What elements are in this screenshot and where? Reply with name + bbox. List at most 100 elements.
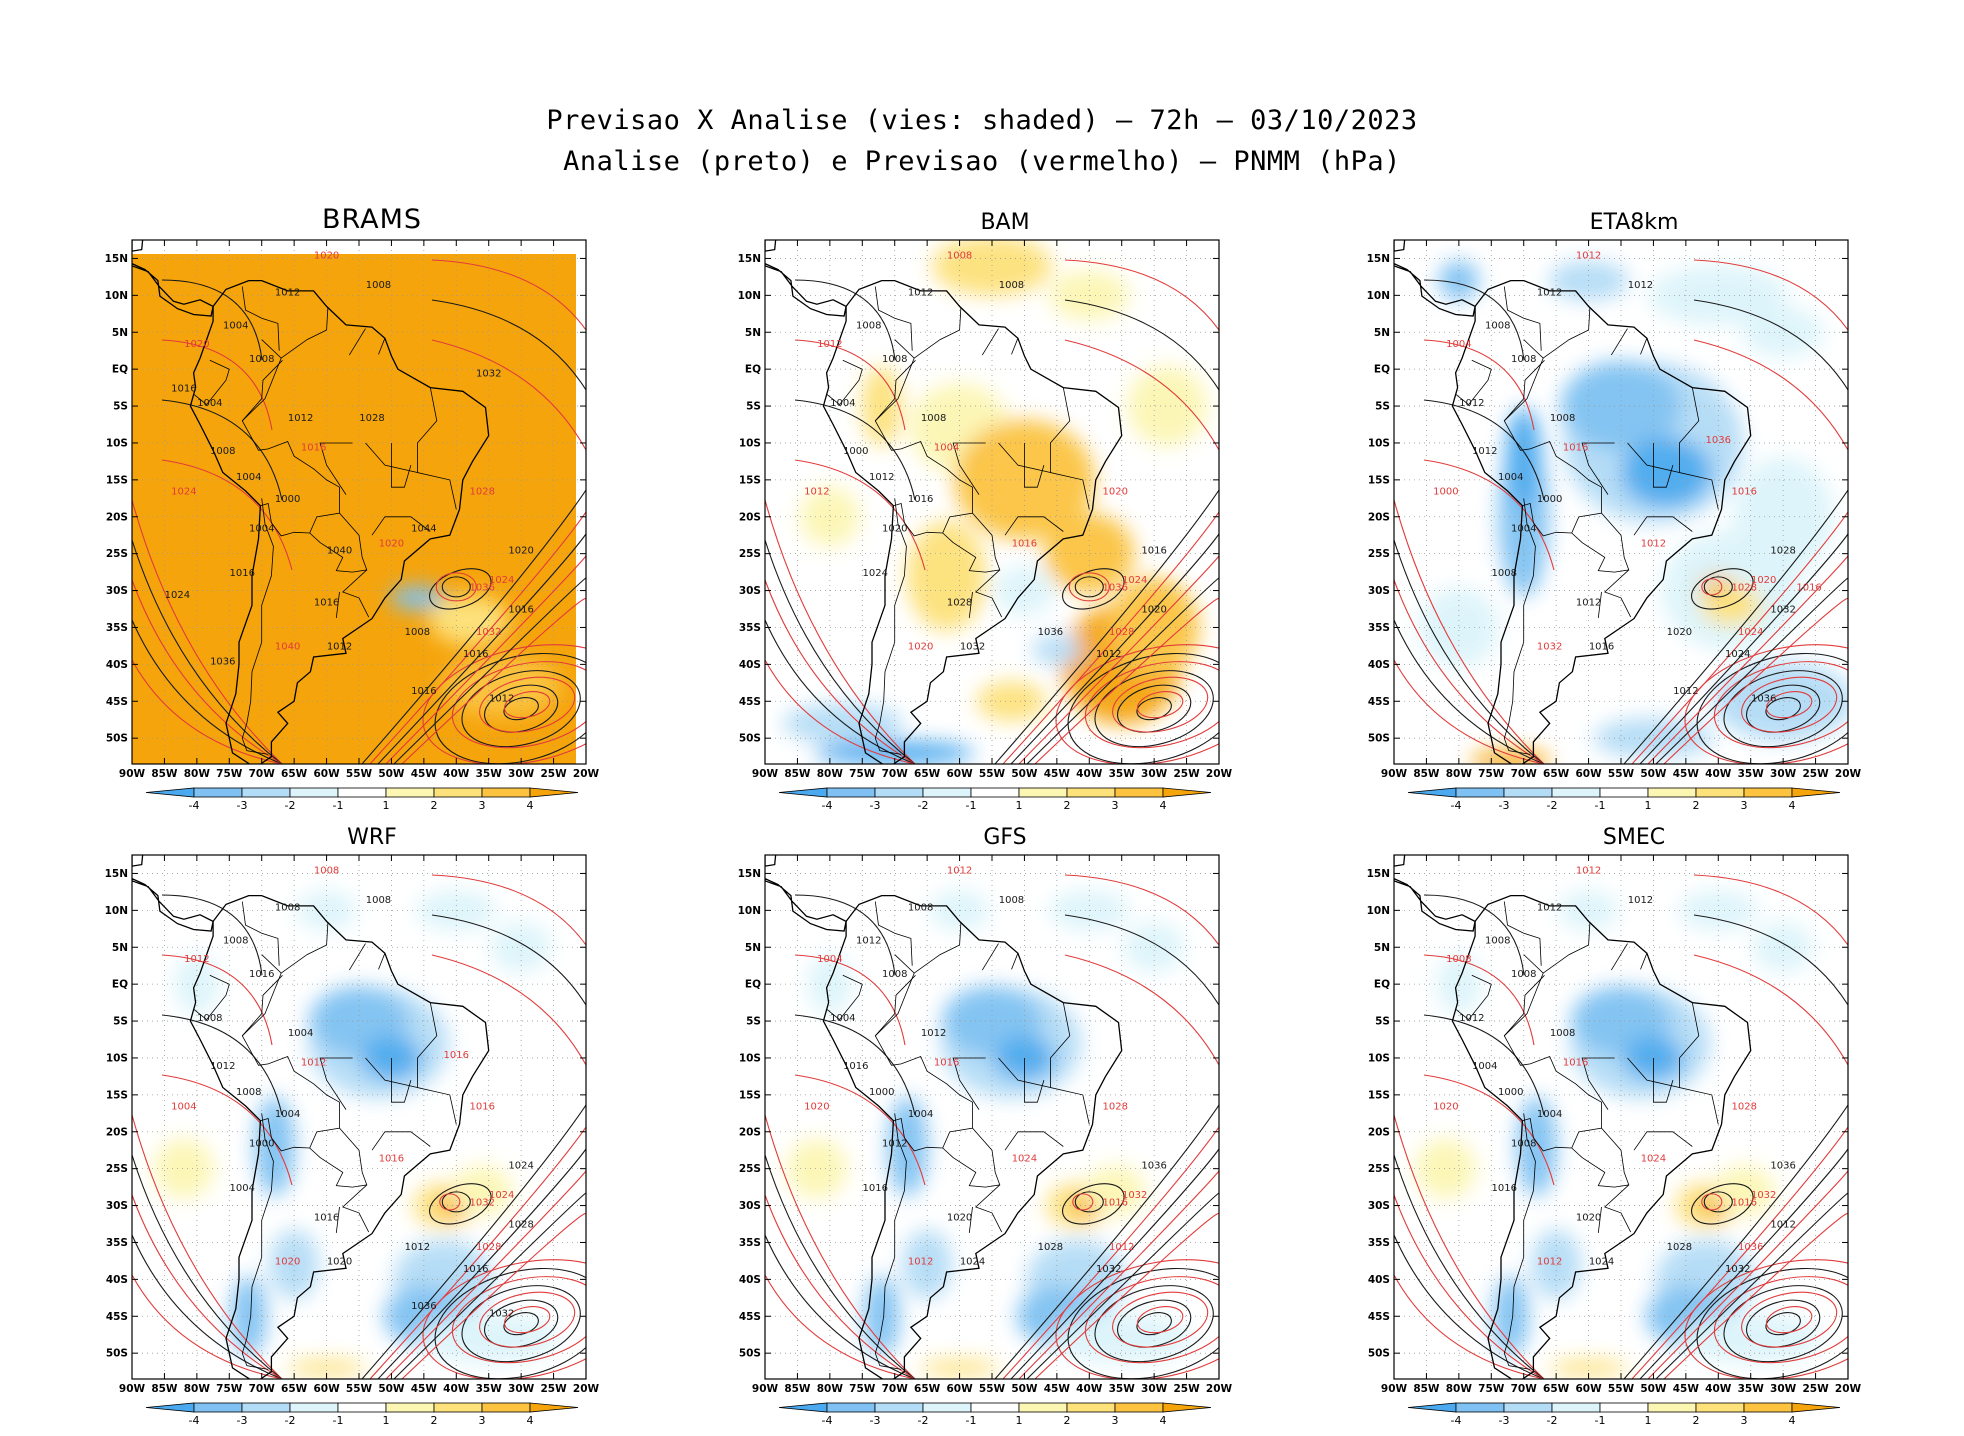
analysis-high-contour: [461, 1285, 581, 1363]
colorbar-label: -3: [1499, 799, 1510, 810]
lon-tick-label: 55W: [979, 768, 1006, 780]
country-border: [1004, 1131, 1064, 1151]
colorbar-segment: [193, 1402, 243, 1413]
colorbar-segment: [1599, 1402, 1649, 1413]
lat-tick-label: 10S: [106, 437, 128, 449]
lat-tick-label: 15N: [1367, 868, 1390, 880]
contour-label-forecast: 1016: [1563, 1057, 1588, 1068]
isobar-curve: [794, 954, 906, 1046]
forecast-high-contour: [1112, 676, 1209, 733]
bias-blob: [286, 1359, 367, 1376]
lat-tick-label: 50S: [739, 1348, 761, 1360]
lon-tick-label: 75W: [849, 768, 876, 780]
country-border: [1581, 1057, 1615, 1110]
bias-blob: [932, 240, 1052, 296]
contour-label-analysis: 1008: [236, 1087, 261, 1098]
contour-label-analysis: 1032: [960, 642, 985, 653]
colorbar-label: -3: [870, 1414, 881, 1425]
contour-label-analysis: 1024: [508, 1161, 533, 1172]
lat-tick-label: 20S: [739, 1126, 761, 1138]
country-border: [1503, 954, 1602, 1152]
lon-tick-label: 85W: [1413, 768, 1440, 780]
lon-tick-label: 60W: [1575, 768, 1602, 780]
isobar-curve: [1623, 1104, 1848, 1379]
contour-label-analysis: 1044: [411, 524, 436, 535]
isobar-curve: [132, 539, 283, 764]
lon-tick-label: 60W: [946, 768, 973, 780]
contour-label-forecast: 1024: [1738, 627, 1763, 638]
country-border: [241, 901, 280, 966]
isobar-curve: [161, 1074, 293, 1186]
colorbar-segment: [1551, 787, 1601, 798]
forecast-high-contour: [1684, 644, 1848, 764]
contour-label-forecast: 1012: [1576, 865, 1601, 876]
country-border: [952, 442, 986, 495]
contour-label-analysis: 1008: [1492, 568, 1517, 579]
lon-tick-label: 75W: [849, 1383, 876, 1395]
country-border: [319, 1057, 353, 1110]
analysis-contour: [429, 1183, 492, 1225]
lat-tick-label: 25S: [739, 548, 761, 560]
bias-blob: [1753, 922, 1814, 973]
colorbar-label: 3: [1741, 1414, 1748, 1425]
lat-tick-label: 25S: [1368, 548, 1390, 560]
isobar-curve: [1002, 1126, 1219, 1379]
lon-tick-label: 25W: [540, 1383, 567, 1395]
bias-blob: [418, 1313, 559, 1364]
colorbar-segment: [874, 787, 924, 798]
colorbar-segment: [1503, 787, 1553, 798]
lat-tick-label: 45S: [106, 1311, 128, 1323]
panel-smec: 1012 1012 1008 1008 1012 1008 1004 1000 1004 1008…: [1334, 825, 1934, 1425]
colorbar-arrow-left: [1407, 1402, 1457, 1413]
isobar-curve: [1647, 555, 1848, 764]
lon-tick-label: 40W: [1076, 1383, 1103, 1395]
contour-label-analysis: 1036: [411, 1301, 436, 1312]
contour-label-forecast: 1016: [1563, 442, 1588, 453]
contour-label-analysis: 1004: [275, 1109, 300, 1120]
lat-tick-label: 15S: [739, 474, 761, 486]
forecast-high-contour: [1055, 1259, 1219, 1379]
isobar-curve: [1423, 894, 1525, 976]
lat-tick-label: 5N: [745, 942, 761, 954]
bias-blob: [861, 366, 902, 447]
lat-tick-label: 50S: [1368, 1348, 1390, 1360]
contour-label-forecast: 1016: [1732, 1198, 1757, 1209]
isobar-curve: [132, 1274, 283, 1379]
contour-label-analysis: 1004: [1472, 1061, 1497, 1072]
isobar-curve: [1394, 539, 1545, 764]
colorbar-label: -2: [285, 799, 296, 810]
lon-tick-label: 65W: [1543, 1383, 1570, 1395]
contour-label-analysis: 1036: [1751, 693, 1776, 704]
map-svg: 1008 1008 1012 1008 1004 1012 1016 1000 1004 1012…: [738, 854, 1233, 1425]
contour-label-analysis: 1016: [863, 1183, 888, 1194]
bias-blob: [1621, 437, 1712, 508]
colorbar-label: 4: [527, 799, 534, 810]
contour-label-forecast: 1020: [1751, 575, 1776, 586]
contour-label-analysis: 1028: [359, 413, 384, 424]
contour-label-analysis: 1004: [236, 472, 261, 483]
bias-shading-group: [1415, 890, 1821, 1376]
country-border: [1604, 1184, 1632, 1233]
forecast-high-contour: [422, 644, 586, 764]
forecast-low-contour: [1701, 1193, 1723, 1211]
lat-tick-label: 40S: [1368, 1274, 1390, 1286]
bias-blob: [230, 1276, 267, 1357]
colorbar-segment: [1551, 1402, 1601, 1413]
forecast-high-contour: [1765, 691, 1813, 719]
country-border: [874, 1113, 907, 1370]
analysis-high-contour: [1746, 684, 1821, 733]
lon-tick-label: 25W: [1173, 768, 1200, 780]
country-border: [1503, 901, 1542, 966]
contour-label-forecast: 1004: [934, 442, 959, 453]
bias-blob: [1531, 1229, 1582, 1300]
analysis-contour: [429, 568, 492, 610]
colorbar-segment: [1066, 1402, 1116, 1413]
country-border: [1610, 328, 1628, 356]
isobar-curve: [1064, 299, 1219, 391]
contour-label-analysis: 1000: [869, 1087, 894, 1098]
country-border: [342, 569, 370, 618]
bias-blob: [994, 1035, 1055, 1080]
lat-tick-label: 30S: [739, 585, 761, 597]
lon-tick-label: 50W: [1011, 768, 1038, 780]
lat-tick-label: 15S: [106, 474, 128, 486]
